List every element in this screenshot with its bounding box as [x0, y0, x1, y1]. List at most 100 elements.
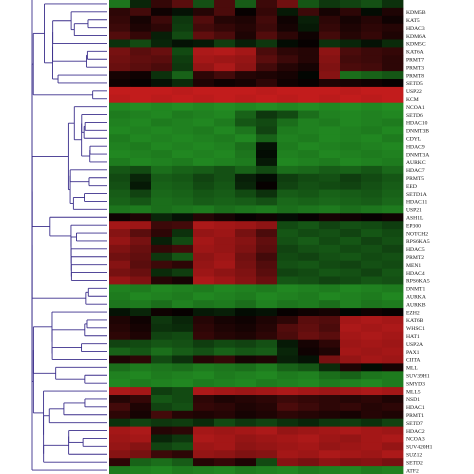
heatmap-cell	[214, 7, 236, 17]
heatmap-cell	[172, 371, 194, 380]
heatmap-cell	[277, 134, 299, 143]
heatmap-cell	[340, 71, 362, 80]
heatmap-cell	[298, 86, 320, 96]
heatmap-cell	[235, 221, 257, 230]
heatmap-cell	[130, 165, 152, 175]
heatmap-cell	[256, 134, 278, 143]
heatmap-cell	[340, 387, 362, 396]
heatmap-cell	[193, 308, 215, 317]
heatmap-cell	[298, 15, 320, 25]
heatmap-cell	[130, 300, 152, 309]
heatmap-cell	[214, 79, 236, 88]
heatmap-cell	[235, 316, 257, 325]
heatmap-cell	[109, 39, 131, 48]
heatmap-cell	[382, 205, 404, 214]
row-label: EP300	[406, 223, 421, 229]
heatmap-cell	[382, 395, 404, 404]
heatmap-cell	[256, 94, 278, 104]
heatmap-cell	[235, 31, 257, 40]
heatmap-cell	[109, 165, 131, 175]
heatmap-cell	[319, 150, 341, 159]
heatmap-cell	[193, 442, 215, 451]
row-label: USP2A	[406, 342, 423, 348]
heatmap-cell	[298, 442, 320, 451]
heatmap-cell	[298, 371, 320, 380]
heatmap-cell	[256, 55, 278, 64]
heatmap-cell	[277, 466, 299, 474]
heatmap-cell	[151, 31, 173, 40]
heatmap-cell	[340, 237, 362, 246]
row-label: RPS6KA5	[406, 279, 430, 285]
heatmap-cell	[361, 442, 383, 451]
heatmap-cell	[109, 134, 131, 143]
heatmap-cell	[151, 252, 173, 262]
heatmap-cell	[235, 426, 257, 435]
heatmap-cell	[277, 110, 299, 119]
heatmap-cell	[319, 268, 341, 277]
heatmap-cell	[172, 102, 194, 111]
heatmap-cell	[340, 150, 362, 159]
heatmap-cell	[277, 86, 299, 96]
heatmap-cell	[298, 292, 320, 301]
heatmap-cell	[340, 395, 362, 404]
heatmap-cell	[277, 276, 299, 285]
heatmap-cell	[340, 181, 362, 190]
heatmap-cell	[151, 79, 173, 88]
heatmap-cell	[340, 244, 362, 254]
heatmap-cell	[277, 237, 299, 246]
heatmap-cell	[151, 15, 173, 25]
heatmap-cell	[277, 63, 299, 72]
heatmap-cell	[130, 213, 152, 222]
heatmap-cell	[361, 94, 383, 104]
heatmap-cell	[235, 23, 257, 32]
heatmap-cell	[130, 94, 152, 104]
heatmap-cell	[277, 221, 299, 230]
row-label: USP21	[406, 208, 422, 214]
heatmap-cell	[193, 118, 215, 127]
heatmap-cell	[130, 276, 152, 285]
heatmap-cell	[277, 244, 299, 254]
heatmap-cell	[256, 379, 278, 388]
heatmap-cell	[214, 347, 236, 356]
heatmap-cell	[172, 173, 194, 183]
heatmap-cell	[340, 323, 362, 333]
heatmap-cell	[298, 466, 320, 474]
heatmap-cell	[319, 7, 341, 17]
row-dendrogram	[31, 0, 107, 471]
heatmap-cell	[214, 205, 236, 214]
heatmap-cell	[340, 371, 362, 380]
heatmap-cell	[214, 181, 236, 190]
heatmap-cell	[382, 102, 404, 111]
heatmap-cell	[109, 71, 131, 80]
heatmap-cell	[256, 79, 278, 88]
heatmap-cell	[340, 31, 362, 40]
heatmap-cell	[319, 450, 341, 459]
heatmap-cell	[214, 94, 236, 104]
heatmap-cell	[382, 118, 404, 127]
heatmap-cell	[277, 308, 299, 317]
heatmap-cell	[277, 434, 299, 443]
heatmap-cell	[235, 418, 257, 427]
heatmap-cell	[109, 308, 131, 317]
heatmap-cell	[151, 86, 173, 96]
heatmap-cell	[382, 260, 404, 269]
row-label: EZH2	[406, 310, 420, 316]
heatmap-cell	[109, 237, 131, 246]
heatmap-cell	[319, 426, 341, 435]
heatmap-cell	[382, 316, 404, 325]
row-label: HDAC10	[406, 121, 428, 127]
heatmap-cell	[277, 316, 299, 325]
heatmap-cell	[256, 221, 278, 230]
heatmap-cell	[193, 363, 215, 372]
heatmap-cell	[340, 363, 362, 372]
heatmap-cell	[109, 7, 131, 17]
heatmap-cell	[319, 347, 341, 356]
heatmap-cell	[130, 221, 152, 230]
row-label: DNMT1	[406, 287, 425, 293]
heatmap-cell	[382, 379, 404, 388]
heatmap-cell	[298, 134, 320, 143]
heatmap-cell	[361, 387, 383, 396]
heatmap-cell	[109, 118, 131, 127]
heatmap-cell	[277, 39, 299, 48]
heatmap-cell	[298, 276, 320, 285]
